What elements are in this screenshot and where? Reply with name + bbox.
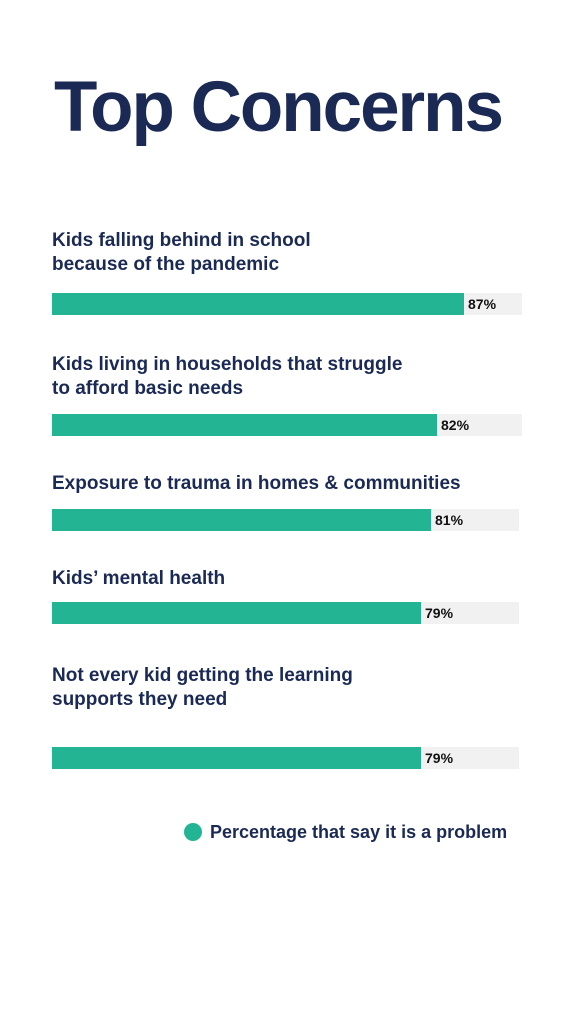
bar-track: 79% [52, 602, 519, 624]
legend: Percentage that say it is a problem [184, 821, 507, 843]
legend-label: Percentage that say it is a problem [210, 821, 508, 842]
bar [52, 293, 464, 315]
bar-value-label: 79% [425, 605, 454, 621]
category-label: Kids falling behind in school because of… [52, 230, 311, 275]
bar-track: 82% [52, 414, 522, 436]
category-label: Kids living in households that struggle … [52, 354, 403, 399]
bar-value-label: 82% [441, 417, 470, 433]
bar-value-label: 87% [468, 296, 497, 312]
bar-value-label: 81% [435, 512, 464, 528]
chart-title: Top Concerns [54, 68, 504, 147]
bar [52, 414, 437, 436]
bar-value-label: 79% [425, 750, 454, 766]
category-label: Exposure to trauma in homes & communitie… [52, 473, 461, 494]
category-label: Kids’ mental health [52, 568, 226, 589]
bar-track: 81% [52, 509, 519, 531]
bar-track: 87% [52, 293, 522, 315]
bar [52, 602, 421, 624]
legend-swatch [184, 823, 202, 841]
bar [52, 509, 431, 531]
category-label: Not every kid getting the learning suppo… [52, 665, 353, 710]
bar-track: 79% [52, 747, 519, 769]
bar [52, 747, 421, 769]
